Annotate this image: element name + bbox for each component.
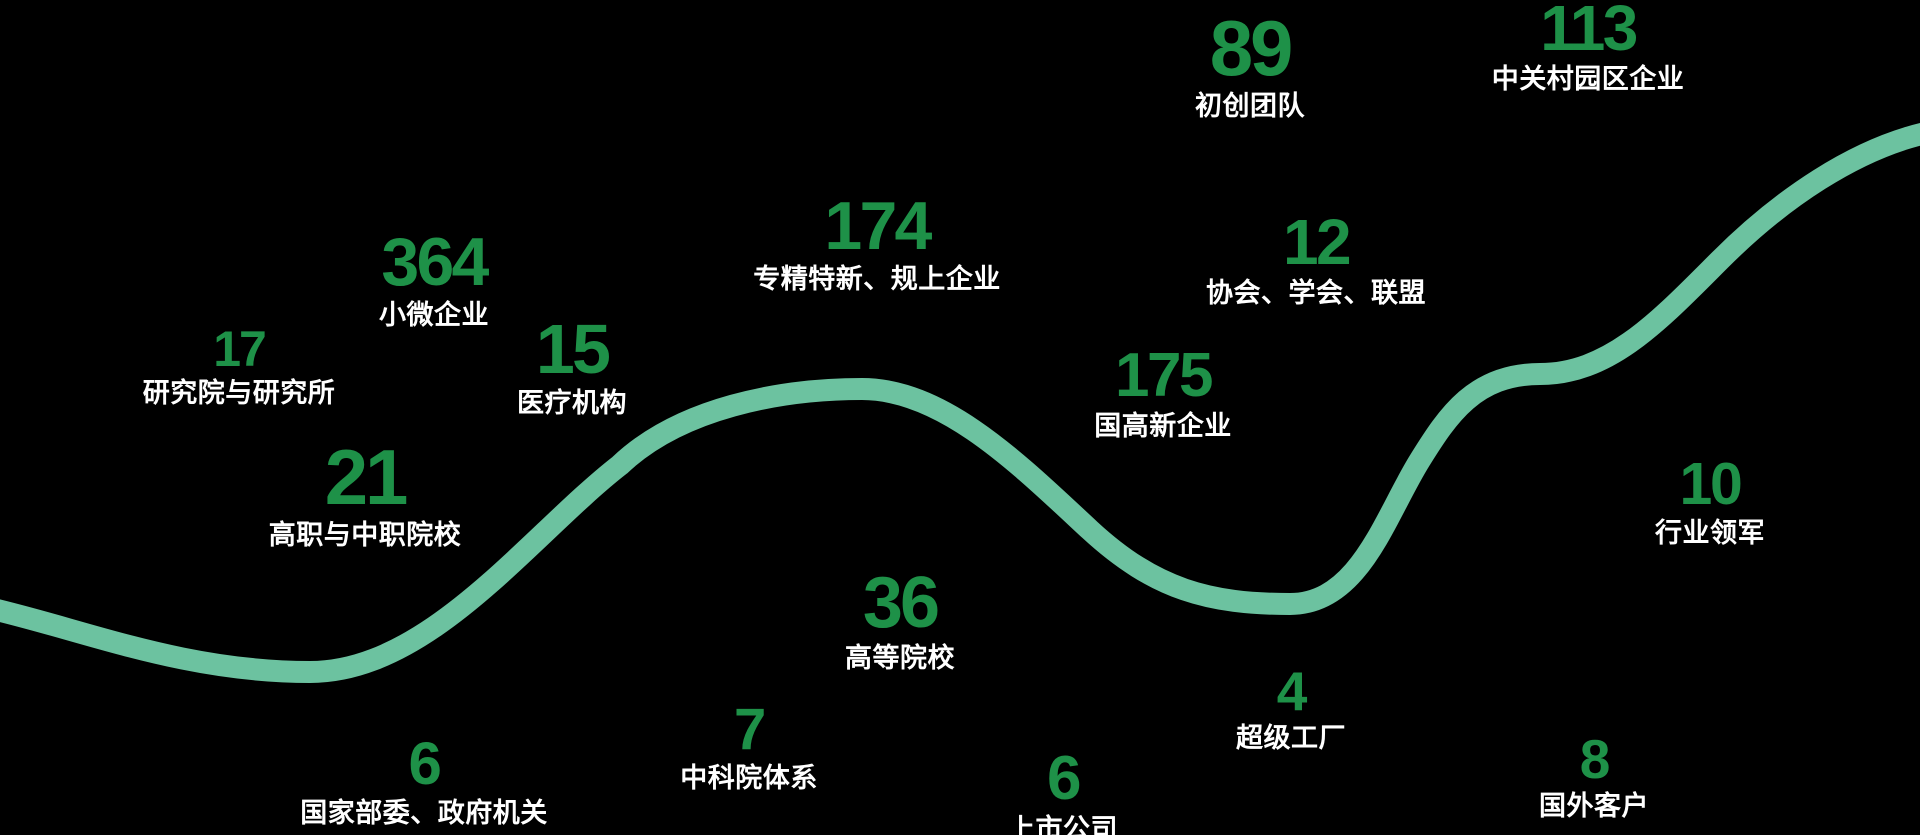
stat-listed-companies: 6 上市公司 <box>1008 748 1118 835</box>
stat-value: 6 <box>1046 744 1081 813</box>
stat-label: 研究院与研究所 <box>142 378 336 408</box>
stat-label: 高职与中职院校 <box>268 520 462 550</box>
stat-value: 17 <box>213 321 267 377</box>
stat-value: 175 <box>1114 341 1213 410</box>
stat-value: 15 <box>535 310 611 388</box>
stat-value: 6 <box>408 730 442 797</box>
stat-label: 初创团队 <box>1195 91 1305 121</box>
stat-associations-societies-alliances: 12 协会、学会、联盟 <box>1206 210 1426 309</box>
stat-label: 国家部委、政府机关 <box>300 798 548 828</box>
stat-value: 364 <box>381 224 489 300</box>
stat-label: 国高新企业 <box>1094 411 1232 441</box>
stat-label: 中关村园区企业 <box>1491 64 1685 94</box>
stat-value: 4 <box>1276 660 1308 722</box>
growth-curve-path <box>0 123 1920 684</box>
stat-small-micro-enterprises: 364 小微企业 <box>379 228 489 331</box>
stat-value: 7 <box>734 697 766 762</box>
stat-value: 21 <box>324 433 409 521</box>
stat-label: 协会、学会、联盟 <box>1206 278 1426 308</box>
stat-national-high-tech-enterprises: 175 国高新企业 <box>1094 345 1232 442</box>
stat-value: 113 <box>1540 0 1638 64</box>
stat-vocational-colleges: 21 高职与中职院校 <box>269 438 462 551</box>
stat-value: 174 <box>824 188 932 264</box>
stat-label: 国外客户 <box>1539 791 1649 821</box>
stat-value: 8 <box>1579 728 1611 790</box>
stat-label: 上市公司 <box>1008 814 1118 835</box>
stat-label: 专精特新、规上企业 <box>753 264 1001 294</box>
stat-overseas-clients: 8 国外客户 <box>1539 732 1649 822</box>
stat-label: 行业领军 <box>1655 518 1765 548</box>
stat-label: 高等院校 <box>845 643 955 673</box>
stat-value: 36 <box>862 563 940 643</box>
stat-label: 医疗机构 <box>517 388 627 418</box>
stat-specialized-above-scale-enterprises: 174 专精特新、规上企业 <box>753 192 1001 295</box>
stat-label: 超级工厂 <box>1236 723 1346 753</box>
stat-medical-institutions: 15 医疗机构 <box>517 314 627 419</box>
stat-label: 小微企业 <box>379 300 489 330</box>
stat-universities: 36 高等院校 <box>845 567 955 674</box>
stat-value: 89 <box>1209 4 1294 92</box>
stat-cas-system: 7 中科院体系 <box>680 701 818 794</box>
stat-label: 中科院体系 <box>680 763 818 793</box>
stat-zhongguancun-park-enterprises: 113 中关村园区企业 <box>1492 0 1685 95</box>
stat-value: 10 <box>1679 451 1743 517</box>
stat-government-agencies: 6 国家部委、政府机关 <box>300 734 548 829</box>
stat-super-factories: 4 超级工厂 <box>1236 664 1346 754</box>
stat-value: 12 <box>1282 206 1352 278</box>
stat-industry-leaders: 10 行业领军 <box>1655 455 1765 549</box>
stat-research-institutes: 17 研究院与研究所 <box>143 324 336 409</box>
stat-startup-teams: 89 初创团队 <box>1195 9 1305 122</box>
